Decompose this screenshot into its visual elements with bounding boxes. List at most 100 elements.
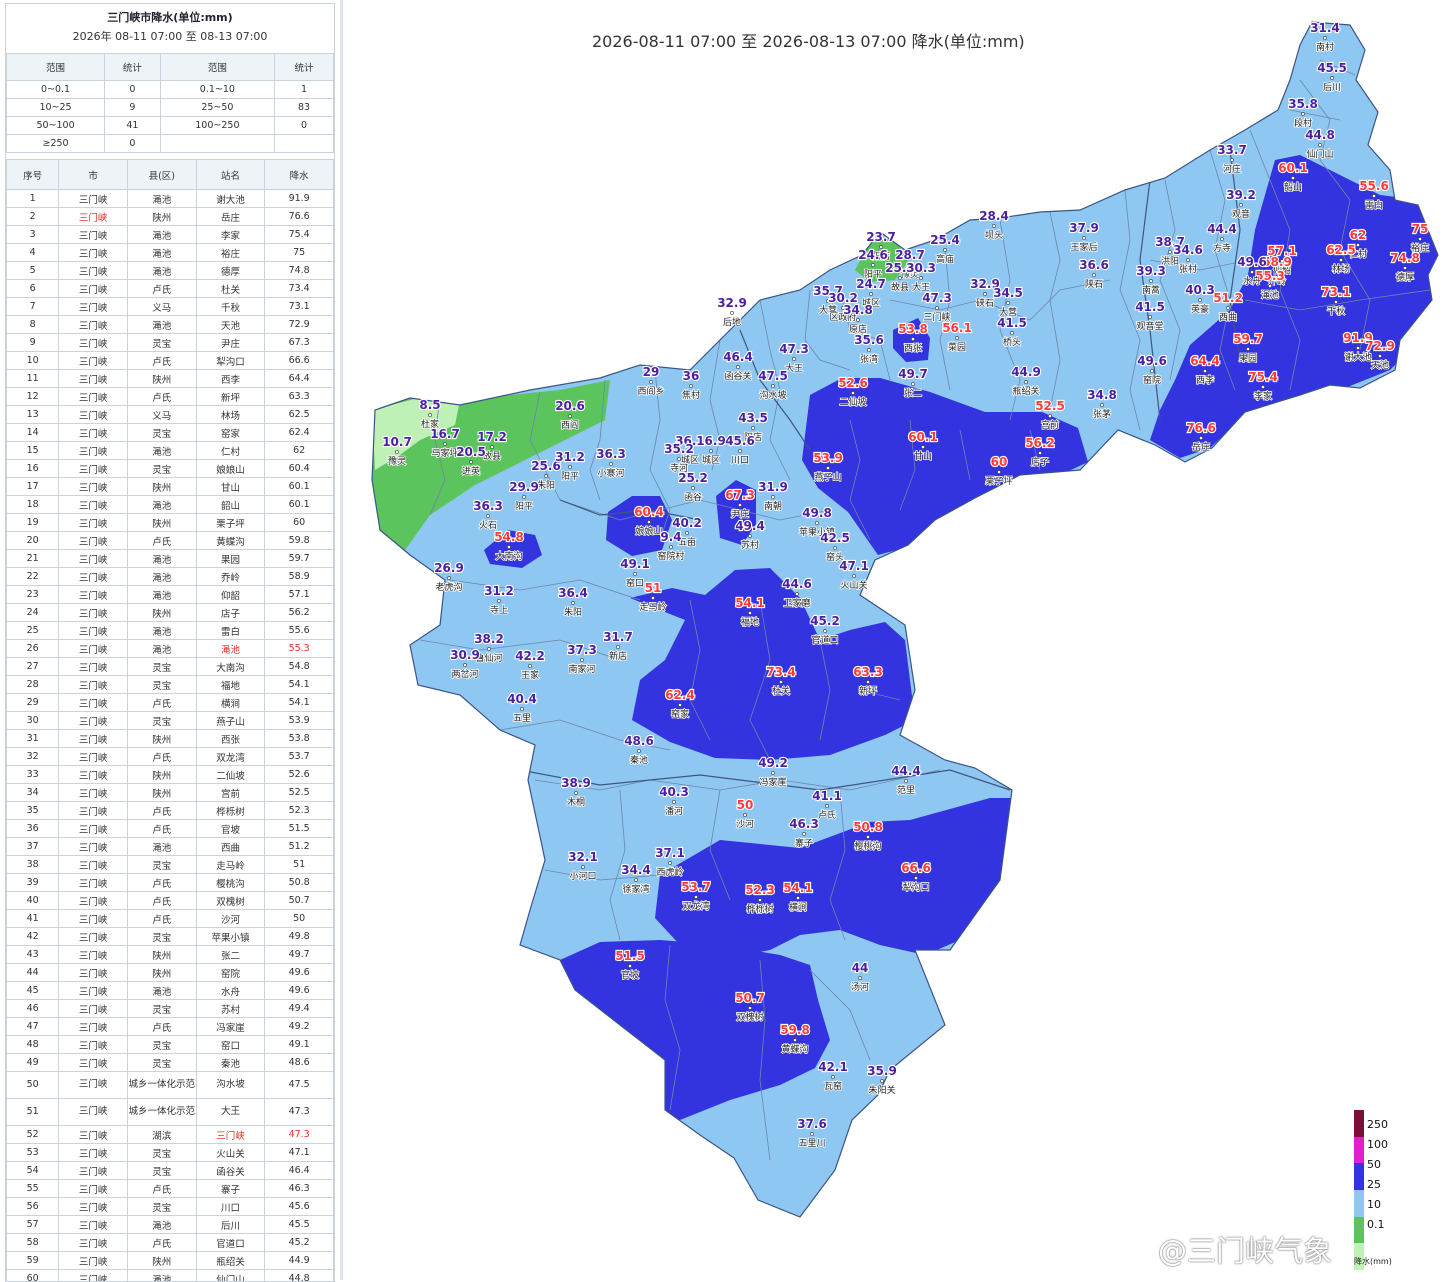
station-value: 38.2 — [474, 632, 504, 646]
station-value: 33.7 — [1217, 143, 1247, 157]
station-name: 官道口 — [811, 634, 838, 646]
station-value: 49.8 — [802, 506, 832, 520]
station-value: 20.6 — [555, 399, 585, 413]
station-dot — [568, 414, 571, 417]
station-dot — [823, 629, 826, 632]
station-value: 20.5 — [456, 445, 486, 459]
station-value: 51 — [645, 581, 662, 595]
legend-label: 50 — [1367, 1158, 1381, 1171]
station-dot — [898, 276, 901, 279]
station-value: 42.2 — [515, 649, 545, 663]
station-name: 福地 — [741, 616, 759, 628]
station-name: 寨子 — [795, 837, 813, 849]
station-name: 木桐 — [567, 796, 585, 808]
station-value: 60.1 — [1278, 161, 1308, 175]
station-value: 53.9 — [813, 451, 843, 465]
station-value: 59.7 — [1233, 332, 1263, 346]
station-value: 29 — [643, 365, 660, 379]
station-dot — [677, 457, 680, 460]
station-name: 秦池 — [630, 754, 648, 766]
station-name: 横涧 — [789, 901, 807, 913]
station-value: 51.5 — [615, 949, 645, 963]
station-name: 五里川 — [798, 1138, 825, 1149]
station-dot — [637, 749, 640, 752]
station-value: 37.1 — [655, 846, 685, 860]
station-dot — [522, 495, 525, 498]
station-name: 苏村 — [741, 539, 759, 551]
station-name: 南家河 — [568, 663, 595, 675]
station-name: 阳平 — [515, 501, 533, 512]
station-value: 34.6 — [1173, 243, 1203, 257]
station-value: 31.2 — [555, 450, 585, 464]
station-value: 40.3 — [659, 785, 689, 799]
station-value: 75 — [1412, 222, 1429, 236]
station-value: 75.4 — [1248, 370, 1278, 384]
station-dot — [443, 442, 446, 445]
station-name: 陕石 — [1085, 278, 1103, 290]
station-dot — [758, 898, 761, 901]
station-dot — [709, 449, 712, 452]
legend-label: 10 — [1367, 1198, 1381, 1211]
station-dot — [574, 791, 577, 794]
station-name: 火山关 — [840, 579, 867, 591]
station-name: 故县 — [891, 281, 909, 293]
station-dot — [1239, 203, 1242, 206]
legend-swatch-10-25 — [1354, 1217, 1364, 1244]
station-value: 60 — [991, 455, 1008, 469]
station-value: 38.9 — [561, 776, 591, 790]
station-name: 桥头 — [1003, 336, 1021, 348]
station-name: 豫灵 — [388, 455, 406, 467]
station-name: 德厚 — [1396, 271, 1414, 283]
station-dot — [1100, 403, 1103, 406]
station-name: 樱桃沟 — [854, 840, 881, 852]
station-dot — [831, 1075, 834, 1078]
station-dot — [520, 707, 523, 710]
station-dot — [628, 964, 631, 967]
station-dot — [1334, 300, 1337, 303]
station-dot — [1186, 258, 1189, 261]
station-dot — [469, 460, 472, 463]
station-value: 44.4 — [1207, 222, 1237, 236]
station-name: 寺上 — [490, 605, 508, 616]
station-value: 40.2 — [672, 516, 702, 530]
station-value: 10.7 — [382, 435, 412, 449]
station-value: 34.5 — [993, 286, 1023, 300]
station-name: 沙河 — [736, 818, 754, 830]
station-dot — [1024, 380, 1027, 383]
station-dot — [463, 663, 466, 666]
zone-50-100-central — [630, 568, 915, 760]
station-value: 24.6 — [858, 248, 888, 262]
station-value: 45.5 — [1317, 61, 1347, 75]
watermark: @三门峡气象 — [1158, 1228, 1332, 1270]
station-value: 30.9 — [450, 648, 480, 662]
station-dot — [792, 357, 795, 360]
station-value: 46.3 — [789, 817, 819, 831]
station-value: 74.8 — [1390, 251, 1420, 265]
station-value: 37.9 — [1069, 221, 1099, 235]
station-dot — [447, 576, 450, 579]
station-dot — [851, 391, 854, 394]
station-value: 39.2 — [1226, 188, 1256, 202]
station-value: 44 — [852, 961, 869, 975]
station-name: 卢氏 — [818, 809, 836, 821]
station-name: 渑池 — [1261, 289, 1279, 301]
station-name: 黄蝶沟 — [781, 1043, 808, 1055]
station-name: 坝头 — [985, 230, 1003, 241]
station-value: 47.3 — [779, 342, 809, 356]
station-name: 水舟 — [1243, 275, 1261, 287]
station-name: 河庄 — [1223, 163, 1241, 175]
station-dot — [685, 531, 688, 534]
station-dot — [919, 276, 922, 279]
station-value: 49.7 — [898, 367, 928, 381]
station-value: 31.2 — [484, 584, 514, 598]
station-dot — [1356, 243, 1359, 246]
station-dot — [858, 976, 861, 979]
station-value: 39.3 — [1136, 264, 1166, 278]
station-value: 36.6 — [1079, 258, 1109, 272]
station-dot — [649, 380, 652, 383]
station-value: 59.8 — [780, 1023, 810, 1037]
station-name: 双槐树 — [736, 1011, 763, 1023]
station-name: 瓦窑 — [824, 1080, 842, 1092]
station-dot — [1301, 112, 1304, 115]
station-value: 48.6 — [624, 734, 654, 748]
